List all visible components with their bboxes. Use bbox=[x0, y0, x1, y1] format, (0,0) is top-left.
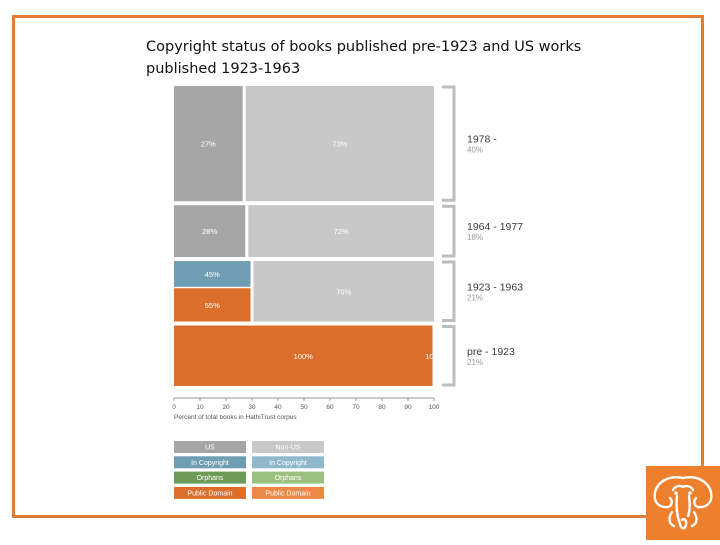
x-axis-label: Percent of total books in HathiTrust cor… bbox=[174, 414, 297, 421]
legend-swatch-nonus-1 bbox=[252, 456, 324, 469]
period-label-2: 1923 - 1963 bbox=[467, 281, 523, 293]
chart-title: Copyright status of books published pre-… bbox=[146, 39, 582, 77]
x-tick-label-2: 20 bbox=[222, 404, 230, 411]
bar-label-2-nonus-0: 70% bbox=[336, 287, 351, 296]
bar-segment-3-us-0 bbox=[174, 325, 433, 386]
bar-label-0-nonus-0: 73% bbox=[332, 140, 347, 149]
legend-swatch-nonus-2 bbox=[252, 471, 324, 484]
bar-label-2-us-0: 45% bbox=[205, 270, 220, 279]
x-tick-label-0: 0 bbox=[172, 404, 176, 411]
legend-label-us-2: Orphans bbox=[197, 475, 224, 482]
bar-segment-2-us-0 bbox=[174, 261, 251, 287]
elephant-logo bbox=[646, 466, 720, 540]
period-share-0: 40% bbox=[467, 146, 483, 155]
bar-label-2-us-1: 55% bbox=[205, 301, 220, 310]
x-tick-label-5: 50 bbox=[300, 404, 308, 411]
bar-label-3-us-0: 100% bbox=[294, 352, 314, 361]
bar-segment-0-nonus-0 bbox=[245, 86, 434, 202]
x-tick-label-8: 80 bbox=[378, 404, 386, 411]
legend-label-nonus-2: Orphans bbox=[275, 475, 302, 482]
x-tick-label-6: 60 bbox=[326, 404, 334, 411]
period-label-1: 1964 - 1977 bbox=[467, 221, 523, 233]
period-label-3: pre - 1923 bbox=[467, 346, 515, 358]
bar-segment-1-us-0 bbox=[174, 205, 246, 258]
x-tick-label-4: 40 bbox=[274, 404, 282, 411]
legend-swatch-us-1 bbox=[174, 456, 246, 469]
bar-segment-2-nonus-0 bbox=[253, 261, 434, 322]
period-share-1: 18% bbox=[467, 233, 483, 242]
legend-label-nonus-1: In Copyright bbox=[269, 460, 307, 467]
legend-swatch-nonus-0 bbox=[252, 441, 324, 453]
bar-label-1-us-0: 28% bbox=[202, 227, 217, 236]
x-tick-label-9: 90 bbox=[404, 404, 412, 411]
period-share-2: 21% bbox=[467, 293, 483, 302]
legend-label-nonus-3: Public Domain bbox=[265, 490, 310, 497]
x-tick-label-1: 10 bbox=[196, 404, 204, 411]
bar-segment-1-nonus-0 bbox=[248, 205, 434, 258]
legend-label-us-1: In Copyright bbox=[191, 460, 229, 467]
slide-frame bbox=[12, 15, 704, 518]
x-tick-label-7: 70 bbox=[352, 404, 360, 411]
period-bracket-2 bbox=[442, 260, 456, 323]
period-label-0: 1978 - bbox=[467, 134, 497, 146]
bar-segment-2-us-1 bbox=[174, 288, 251, 322]
legend-swatch-us-0 bbox=[174, 441, 246, 453]
period-bracket-0 bbox=[442, 85, 456, 202]
legend-label-us-0: US bbox=[205, 445, 215, 452]
legend-swatch-nonus-3 bbox=[252, 486, 324, 499]
x-tick-label-10: 100 bbox=[429, 404, 440, 411]
legend-label-us-3: Public Domain bbox=[187, 490, 232, 497]
period-bracket-3 bbox=[442, 325, 456, 387]
bar-label-0-us-0: 27% bbox=[201, 140, 216, 149]
legend-label-nonus-0: Non-US bbox=[276, 445, 301, 452]
bar-label-3-nonus-0: 100% bbox=[425, 352, 445, 361]
period-share-3: 21% bbox=[467, 358, 483, 367]
legend-swatch-us-2 bbox=[174, 471, 246, 484]
period-bracket-1 bbox=[442, 204, 456, 258]
x-tick-label-3: 30 bbox=[248, 404, 256, 411]
elephant-icon bbox=[653, 476, 713, 530]
bar-label-1-nonus-0: 72% bbox=[334, 227, 349, 236]
bar-segment-0-us-0 bbox=[174, 86, 243, 202]
legend-swatch-us-3 bbox=[174, 486, 246, 499]
